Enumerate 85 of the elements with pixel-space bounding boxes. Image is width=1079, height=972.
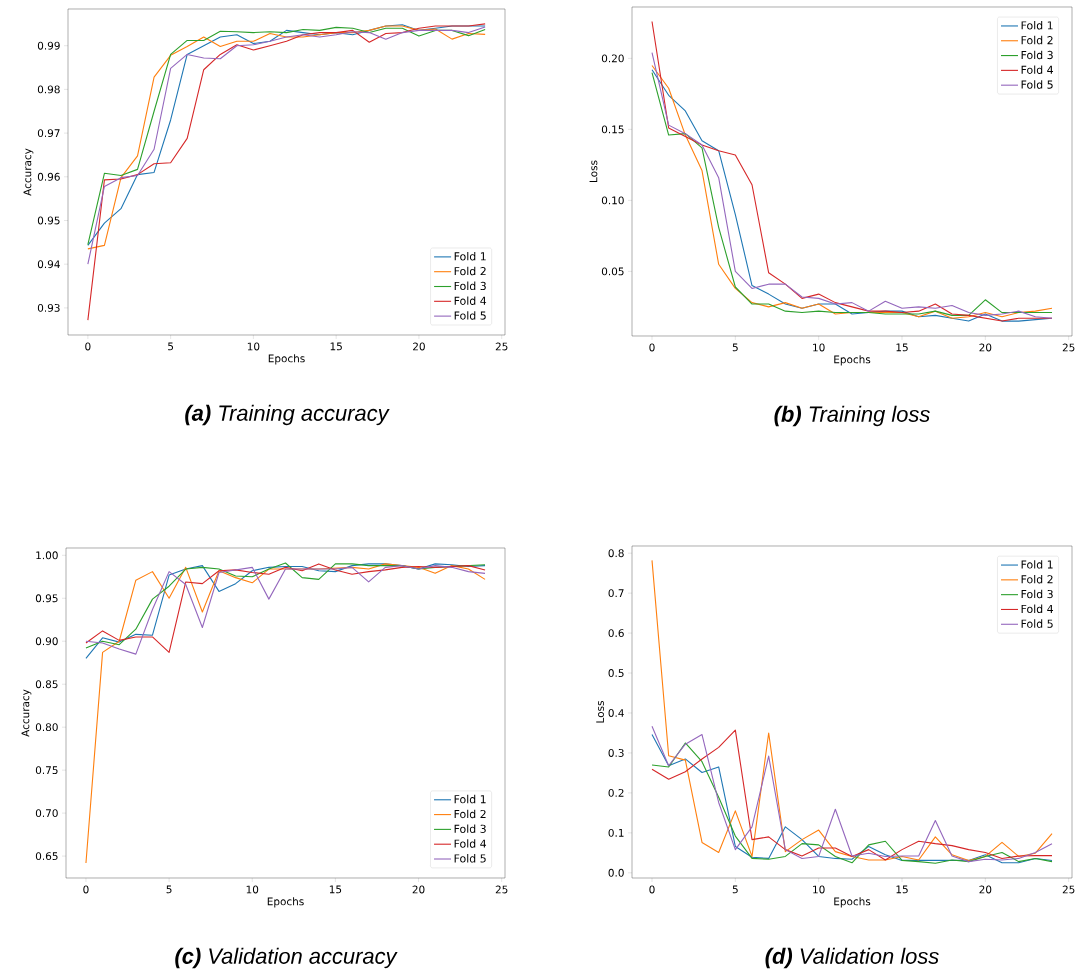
x-tick-label: 5 (732, 343, 738, 352)
legend-label: Fold 2 (454, 809, 486, 819)
x-tick-label: 0 (83, 885, 89, 894)
x-tick-label: 25 (1062, 885, 1075, 894)
x-tick-label: 25 (495, 342, 508, 351)
y-tick-label: 0.3 (608, 748, 624, 757)
legend-label: Fold 1 (1021, 560, 1053, 569)
y-tick-label: 0.6 (608, 629, 624, 638)
y-tick-label: 0.65 (35, 852, 58, 861)
legend-label: Fold 4 (454, 839, 487, 848)
legend-label: Fold 4 (1021, 604, 1054, 614)
x-tick-label: 10 (813, 343, 825, 352)
x-tick-label: 5 (732, 885, 738, 894)
x-tick-label: 15 (896, 343, 908, 352)
legend-label: Fold 4 (454, 296, 487, 305)
y-tick-label: 0.94 (37, 260, 60, 269)
x-tick-label: 10 (246, 885, 259, 894)
legend-label: Fold 5 (454, 854, 486, 863)
y-tick-label: 0.4 (608, 709, 624, 717)
x-tick-label: 10 (813, 885, 825, 894)
y-tick-label: 0.2 (608, 788, 624, 797)
y-tick-label: 0.85 (35, 680, 58, 689)
x-tick-label: 25 (495, 885, 508, 894)
text: (d) Validation loss (765, 947, 939, 969)
y-tick-label: 0.96 (37, 172, 60, 181)
y-tick-label: 0.20 (601, 54, 624, 63)
x-tick-label: 5 (166, 885, 172, 894)
y-tick-label: 0.97 (37, 129, 60, 138)
x-axis-title: Epochs (268, 354, 305, 365)
line-series (651, 559, 1053, 861)
x-tick-label: 0 (649, 885, 655, 894)
y-tick-label: 0.75 (35, 766, 58, 775)
x-tick-label: 0 (85, 342, 91, 351)
y-tick-label: 0.0 (608, 868, 624, 877)
y-tick-label: 0.10 (601, 196, 624, 205)
text: (b) Training loss (774, 405, 930, 427)
legend-label: Fold 1 (454, 794, 486, 804)
x-tick-label: 15 (329, 885, 342, 894)
y-tick-label: 0.80 (35, 723, 58, 732)
y-axis-title: Loss (596, 701, 604, 723)
legend-label: Fold 4 (1021, 65, 1054, 74)
x-tick-label: 0 (649, 343, 655, 352)
text: (a) Training accuracy (185, 404, 390, 426)
y-tick-label: 0.8 (608, 549, 624, 558)
legend-label: Fold 1 (454, 251, 486, 261)
x-tick-label: 10 (247, 342, 260, 351)
y-tick-label: 0.95 (35, 594, 58, 603)
legend-label: Fold 2 (454, 266, 486, 276)
y-tick-label: 0.1 (608, 828, 624, 837)
legend-label: Fold 5 (1021, 80, 1053, 89)
y-tick-label: 0.05 (601, 267, 624, 276)
legend-label: Fold 2 (1021, 35, 1053, 45)
y-tick-label: 1.00 (36, 551, 58, 560)
y-tick-label: 0.99 (37, 41, 60, 50)
x-tick-label: 25 (1062, 343, 1075, 352)
x-axis-title: Epochs (834, 897, 871, 908)
y-tick-label: 0.98 (37, 85, 60, 94)
y-tick-label: 0.7 (608, 589, 624, 598)
x-tick-label: 15 (896, 885, 908, 894)
legend-label: Fold 1 (1021, 21, 1053, 30)
y-axis-title: Accuracy (21, 689, 32, 737)
y-axis-title: Accuracy (23, 148, 34, 196)
legend-label: Fold 3 (1021, 589, 1053, 599)
y-tick-label: 0.93 (37, 303, 60, 312)
y-tick-label: 0.15 (601, 125, 624, 134)
text: (c) Validation accuracy (175, 947, 398, 969)
y-tick-label: 0.90 (35, 637, 58, 646)
x-tick-label: 20 (412, 885, 425, 894)
x-tick-label: 15 (330, 342, 342, 351)
x-tick-label: 5 (168, 342, 174, 351)
legend-label: Fold 5 (454, 311, 486, 320)
legend-label: Fold 2 (1021, 574, 1053, 584)
x-axis-title: Epochs (267, 897, 304, 908)
x-tick-label: 20 (413, 342, 425, 351)
x-axis-title: Epochs (834, 355, 871, 366)
legend-label: Fold 3 (454, 824, 486, 833)
y-axis-title: Loss (589, 160, 598, 182)
x-tick-label: 20 (979, 885, 992, 894)
x-tick-label: 20 (979, 343, 992, 352)
y-tick-label: 0.5 (608, 669, 624, 677)
y-tick-label: 0.70 (35, 809, 58, 818)
legend-label: Fold 5 (1021, 619, 1053, 628)
legend-label: Fold 3 (1021, 50, 1053, 60)
legend-label: Fold 3 (454, 281, 486, 291)
y-tick-label: 0.95 (37, 216, 60, 225)
